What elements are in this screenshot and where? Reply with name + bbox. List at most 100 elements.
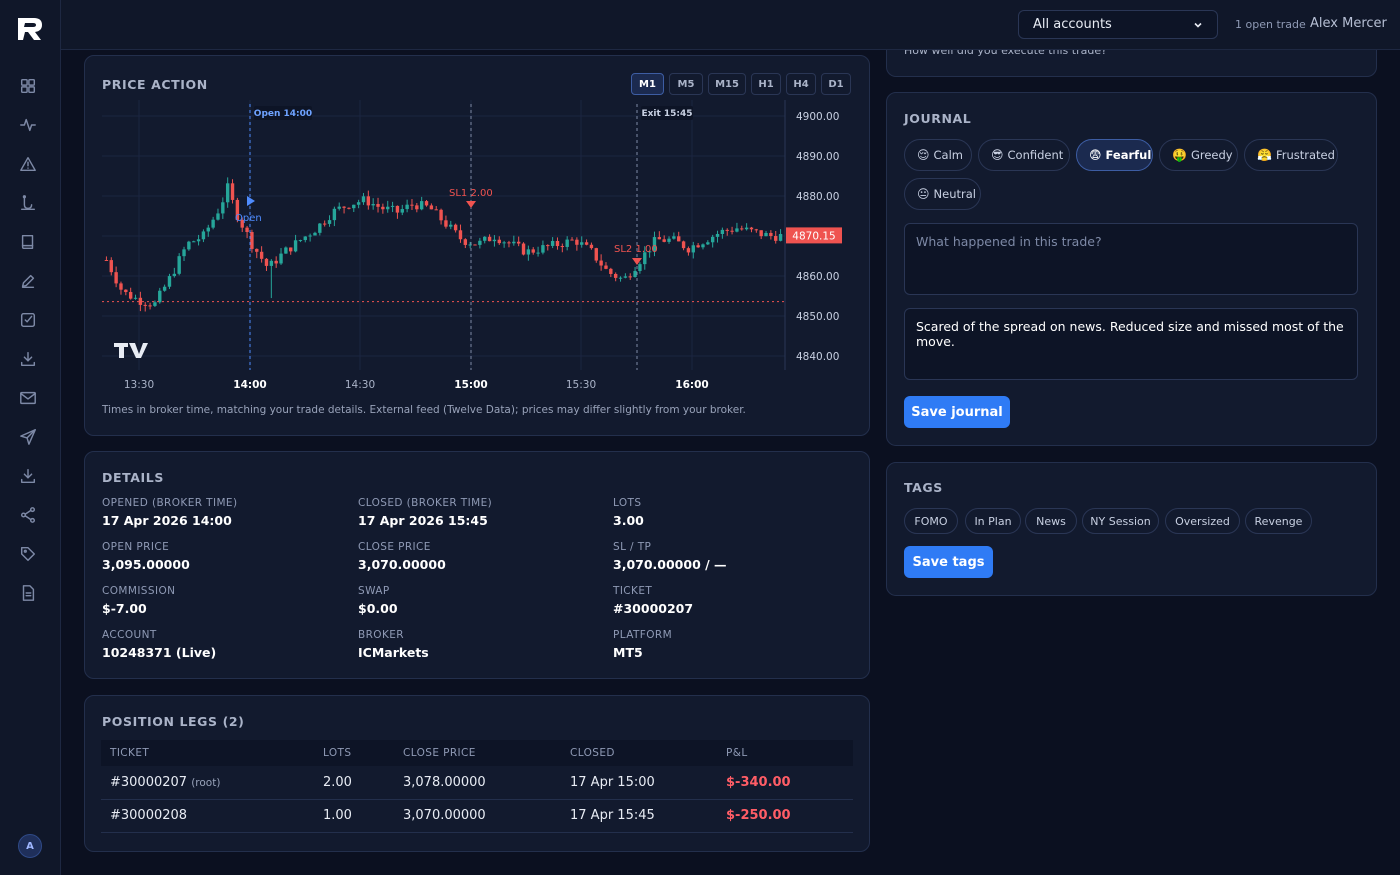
candle[interactable] — [386, 206, 390, 210]
candle[interactable] — [313, 232, 317, 236]
candle[interactable] — [250, 232, 254, 249]
column-header-lots[interactable]: LOTS — [323, 747, 352, 759]
user-name[interactable]: Alex Mercer — [1310, 16, 1387, 31]
candle[interactable] — [211, 219, 215, 228]
candle[interactable] — [623, 276, 628, 278]
candle[interactable] — [774, 236, 778, 241]
candle[interactable] — [502, 242, 506, 244]
candle[interactable] — [730, 230, 734, 232]
candle[interactable] — [216, 213, 220, 220]
candle[interactable] — [293, 240, 298, 252]
candle[interactable] — [390, 205, 395, 207]
candle[interactable] — [594, 248, 598, 261]
candle[interactable] — [449, 224, 453, 227]
candle[interactable] — [434, 209, 438, 211]
candle[interactable] — [468, 244, 472, 246]
timeframe-h4[interactable]: H4 — [786, 73, 816, 95]
candle[interactable] — [613, 273, 618, 278]
candle[interactable] — [536, 252, 540, 254]
candle[interactable] — [710, 236, 715, 243]
candle[interactable] — [143, 304, 147, 306]
candle[interactable] — [133, 297, 138, 299]
candle[interactable] — [599, 260, 603, 266]
candle[interactable] — [778, 233, 783, 241]
candle[interactable] — [371, 204, 375, 206]
open-trades-count[interactable]: 1 open trade — [1235, 18, 1306, 31]
book-icon[interactable] — [18, 232, 38, 252]
candle[interactable] — [439, 209, 443, 221]
candle[interactable] — [395, 205, 400, 213]
candle[interactable] — [662, 239, 666, 242]
candle[interactable] — [560, 246, 565, 248]
candle[interactable] — [550, 240, 555, 246]
candle[interactable] — [483, 236, 487, 241]
candle[interactable] — [764, 232, 768, 237]
candle[interactable] — [201, 231, 206, 240]
candle[interactable] — [352, 204, 356, 209]
candle[interactable] — [570, 239, 574, 241]
candle[interactable] — [701, 244, 705, 248]
candle[interactable] — [516, 241, 521, 244]
timeframe-m5[interactable]: M5 — [669, 73, 703, 95]
grid-icon[interactable] — [18, 76, 38, 96]
candle[interactable] — [269, 260, 274, 266]
tag-in-plan[interactable]: In Plan — [965, 508, 1021, 534]
candle[interactable] — [128, 292, 133, 299]
candle[interactable] — [221, 202, 225, 214]
send-icon[interactable] — [18, 427, 38, 447]
column-header-pnl[interactable]: P&L — [726, 747, 748, 759]
candle[interactable] — [604, 265, 608, 269]
mood-neutral[interactable]: 😐 Neutral — [904, 178, 981, 210]
price-chart[interactable]: 4900.004890.004880.004870.004860.004850.… — [95, 100, 855, 398]
candle[interactable] — [182, 249, 186, 257]
candle[interactable] — [109, 260, 113, 273]
candle[interactable] — [555, 240, 560, 247]
candle[interactable] — [162, 286, 167, 291]
candle[interactable] — [410, 204, 414, 206]
candle[interactable] — [633, 270, 637, 277]
candle[interactable] — [546, 245, 550, 247]
candle[interactable] — [444, 220, 448, 227]
candle[interactable] — [735, 228, 739, 232]
candle[interactable] — [381, 206, 385, 210]
tag-icon[interactable] — [18, 544, 38, 564]
tag-ny-session[interactable]: NY Session — [1082, 508, 1159, 534]
alert-triangle-icon[interactable] — [18, 154, 38, 174]
candle[interactable] — [618, 277, 623, 279]
candle[interactable] — [565, 239, 569, 247]
candle[interactable] — [686, 248, 691, 253]
candle[interactable] — [347, 207, 351, 209]
column-header-ticket[interactable]: TICKET — [110, 747, 150, 759]
mood-calm[interactable]: 😌 Calm — [904, 139, 972, 171]
candle[interactable] — [158, 290, 162, 303]
candle[interactable] — [740, 228, 744, 230]
share-icon[interactable] — [18, 505, 38, 525]
candle[interactable] — [187, 241, 191, 250]
pulse-icon[interactable] — [18, 115, 38, 135]
candle[interactable] — [677, 236, 681, 242]
candle[interactable] — [609, 268, 613, 274]
candle[interactable] — [124, 289, 128, 293]
candle[interactable] — [681, 241, 686, 249]
download-tray-icon[interactable] — [18, 466, 38, 486]
candle[interactable] — [715, 233, 720, 237]
candle[interactable] — [497, 239, 501, 244]
candle[interactable] — [279, 253, 283, 264]
mail-icon[interactable] — [18, 388, 38, 408]
candle[interactable] — [769, 232, 773, 237]
document-icon[interactable] — [18, 583, 38, 603]
candle[interactable] — [473, 244, 477, 246]
candle[interactable] — [706, 242, 710, 245]
timeframe-m1[interactable]: M1 — [631, 73, 664, 95]
candle[interactable] — [322, 223, 327, 225]
candle[interactable] — [138, 297, 143, 305]
candle[interactable] — [725, 229, 729, 231]
candle[interactable] — [657, 237, 662, 240]
candle[interactable] — [667, 238, 671, 242]
candle[interactable] — [245, 227, 249, 233]
candle[interactable] — [429, 205, 434, 210]
tag-fomo[interactable]: FOMO — [904, 508, 958, 534]
tag-revenge[interactable]: Revenge — [1245, 508, 1312, 534]
candle[interactable] — [196, 239, 201, 242]
candle[interactable] — [526, 249, 531, 255]
